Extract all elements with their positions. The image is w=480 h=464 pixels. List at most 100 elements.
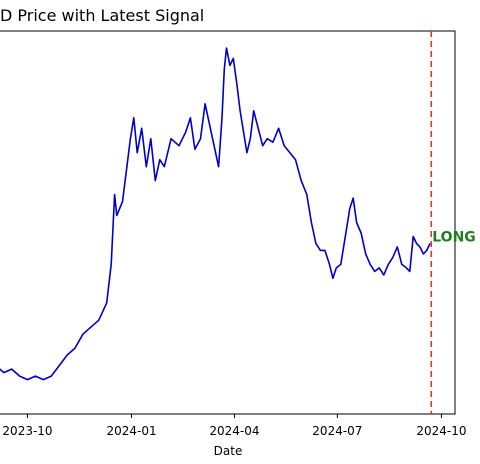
price-point (365, 253, 367, 255)
price-point (122, 201, 124, 203)
chart-title: D Price with Latest Signal (0, 6, 205, 25)
price-point (397, 246, 399, 248)
price-point (150, 138, 152, 140)
price-point (43, 379, 45, 381)
price-point (221, 117, 223, 119)
price-point (336, 267, 338, 269)
price-point (159, 159, 161, 161)
price-point (35, 375, 37, 377)
price-point (239, 110, 241, 112)
price-point (267, 138, 269, 140)
price-point (349, 208, 351, 210)
price-point (306, 194, 308, 196)
price-point (200, 138, 202, 140)
price-point (412, 236, 414, 238)
price-point (392, 257, 394, 259)
price-point (250, 138, 252, 140)
price-point (190, 117, 192, 119)
price-point (378, 267, 380, 269)
price-point (164, 166, 166, 168)
price-point (369, 264, 371, 266)
price-point (300, 180, 302, 182)
price-point (136, 152, 138, 154)
price-point (253, 110, 255, 112)
price-point (213, 145, 215, 147)
price-point (194, 148, 196, 150)
price-point (401, 264, 403, 266)
price-point (98, 319, 100, 321)
price-point (360, 232, 362, 234)
price-point (178, 145, 180, 147)
price-point (243, 131, 245, 133)
price-point (340, 264, 342, 266)
price-point (218, 166, 220, 168)
price-point (66, 354, 68, 356)
price-point (51, 375, 53, 377)
price-point (82, 333, 84, 335)
price-point (388, 264, 390, 266)
price-point (356, 222, 358, 224)
price-point (146, 166, 148, 168)
price-point (185, 131, 187, 133)
price-point (289, 152, 291, 154)
price-point (155, 180, 157, 182)
x-tick-label: 2024-04 (209, 424, 259, 438)
price-point (272, 141, 274, 143)
price-point (262, 145, 264, 147)
price-point (311, 222, 313, 224)
price-point (236, 82, 238, 84)
axes-border (0, 30, 456, 415)
price-series-line (0, 47, 431, 381)
signal-label: LONG (432, 229, 476, 245)
price-point (133, 117, 135, 119)
x-axis: 2023-10 2024-01 2024-04 2024-07 2024-10 (2, 414, 466, 438)
price-point (345, 236, 347, 238)
x-tick-label: 2024-10 (416, 424, 466, 438)
price-point (332, 278, 334, 280)
price-point (329, 264, 331, 266)
price-point (283, 145, 285, 147)
price-point (352, 197, 354, 199)
price-point (106, 302, 108, 304)
price-point (315, 243, 317, 245)
price-point (3, 372, 5, 374)
price-point (11, 368, 13, 370)
x-axis-label: Date (213, 444, 243, 458)
plot-area: LONG (0, 31, 476, 414)
price-point (409, 271, 411, 273)
price-point (19, 375, 21, 377)
axes-frame (0, 30, 456, 415)
price-point (58, 365, 60, 367)
price-point (278, 128, 280, 130)
x-tick-label: 2024-07 (312, 424, 362, 438)
price-point (406, 267, 408, 269)
price-point (233, 58, 235, 60)
price-point (246, 152, 248, 154)
price-point (416, 243, 418, 245)
price-point (116, 215, 118, 217)
price-point (170, 138, 172, 140)
price-point (257, 128, 259, 130)
price-point (423, 253, 425, 255)
price-point (320, 250, 322, 252)
price-point (90, 326, 92, 328)
price-point (419, 246, 421, 248)
price-point (295, 159, 297, 161)
price-point (383, 274, 385, 276)
price-point (27, 379, 29, 381)
price-point (374, 271, 376, 273)
price-point (114, 194, 116, 196)
price-point (226, 47, 228, 49)
price-point (324, 250, 326, 252)
x-tick-label: 2024-01 (106, 424, 156, 438)
price-point (130, 138, 132, 140)
x-tick-label: 2023-10 (2, 424, 52, 438)
price-point (74, 347, 76, 349)
price-point (141, 128, 143, 130)
price-point (426, 250, 428, 252)
price-point (209, 124, 211, 126)
price-point (110, 264, 112, 266)
price-point (229, 65, 231, 67)
price-point (224, 68, 226, 70)
